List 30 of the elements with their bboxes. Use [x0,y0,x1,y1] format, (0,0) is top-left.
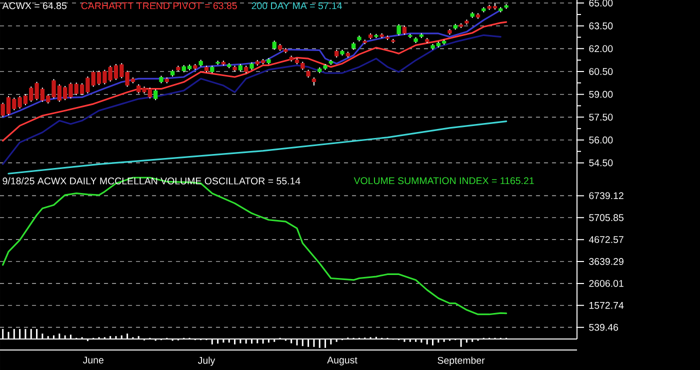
y-tick-label: 60.50 [589,68,613,75]
y-tick-label: 539.46 [589,324,618,331]
x-tick-label: August [327,356,358,366]
text: VOLUME SUMMATION INDEX = 1165.21 [354,177,534,184]
candlestick [402,25,407,36]
y-tick-label: 6739.12 [589,192,624,200]
x-tick-label: June [82,356,104,364]
y-tick-label: 1572.74 [589,302,624,309]
line-series [2,9,502,118]
line-series [8,120,508,174]
y-tick-label: 59.00 [589,90,613,98]
chart-title: ACWX = 64.85 [2,2,66,10]
y-tick-label: 3639.29 [589,258,624,265]
y-tick-label: 54.50 [589,159,613,166]
candlestick [396,24,401,36]
y-tick-label: 5705.85 [589,214,624,222]
y-tick-label: 4672.57 [588,236,624,244]
candlestick [272,40,276,50]
text: 200 DAY MA = 57.14 [252,2,342,10]
candlestick [153,88,158,101]
y-tick-label: 2606.01 [589,280,624,287]
text: CARHARTT TREND PIVOT = 63.85 [81,2,237,10]
y-tick-label: 57.50 [589,114,613,121]
y-tick-label: 62.00 [589,45,613,52]
line-series [2,34,502,165]
x-tick-label: September [438,356,485,366]
y-tick-label: 65.00 [589,0,613,6]
y-tick-label: 56.00 [589,136,613,144]
x-tick-label: July [198,356,216,366]
y-tick-label: 63.50 [589,22,613,30]
